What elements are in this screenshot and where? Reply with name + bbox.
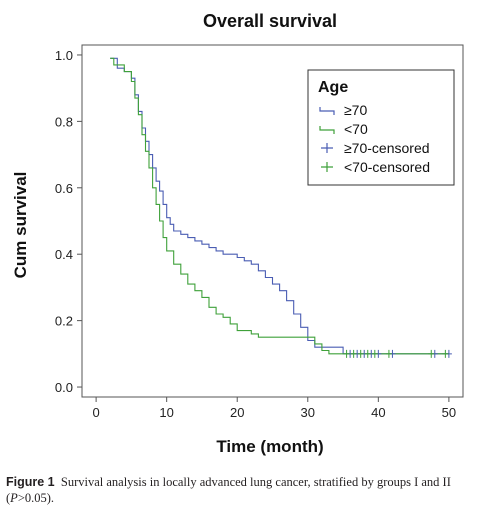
- y-axis-label: Cum survival: [11, 172, 30, 279]
- y-tick-label: 0.8: [55, 114, 73, 129]
- x-tick-label: 0: [92, 405, 99, 420]
- y-tick-label: 0.6: [55, 181, 73, 196]
- figure-caption: Figure 1 Survival analysis in locally ad…: [6, 474, 476, 506]
- plot-frame: [81, 44, 464, 398]
- legend-censor-swatch: [321, 143, 333, 153]
- legend-box: [307, 69, 455, 186]
- censor-mark: [350, 349, 357, 358]
- survival-curve: [110, 57, 449, 355]
- x-tick-label: 20: [230, 405, 244, 420]
- caption-text: Survival analysis in locally advanced lu…: [6, 475, 451, 505]
- x-tick-label: 50: [442, 405, 456, 420]
- legend-entry-label: <70: [344, 121, 368, 137]
- legend-entry-label: ≥70-censored: [344, 140, 430, 156]
- survival-curve: [110, 57, 449, 355]
- x-tick-label: 30: [301, 405, 315, 420]
- censor-mark: [343, 349, 350, 358]
- censor-mark: [357, 349, 364, 358]
- survival-curves: [110, 57, 449, 355]
- chart-title: Overall survival: [203, 11, 337, 31]
- legend-entry-label: <70-censored: [344, 159, 430, 175]
- survival-chart: Overall survival 0 10 20 30 40 50 0.0 0.2 0.4 0.6…: [11, 11, 464, 456]
- legend-censor-swatch: [321, 162, 333, 172]
- figure-label: Figure 1: [6, 475, 55, 489]
- x-tick-label: 40: [371, 405, 385, 420]
- legend-title: Age: [318, 79, 348, 96]
- y-tick-label: 0.0: [55, 380, 73, 395]
- legend-entry-label: ≥70: [344, 102, 367, 118]
- censor-mark: [371, 349, 378, 358]
- legend: Age ≥70 <70 ≥70-censored <70-censored: [307, 69, 455, 186]
- y-tick-label: 1.0: [55, 48, 73, 63]
- caption-p-text: >0.05).: [17, 491, 55, 505]
- censor-mark: [442, 349, 449, 358]
- censor-mark: [385, 349, 392, 358]
- axes: 0 10 20 30 40 50 0.0 0.2 0.4 0.6 0.8 1.0: [55, 48, 456, 420]
- caption-p-symbol: P: [10, 491, 18, 505]
- y-tick-label: 0.4: [55, 247, 73, 262]
- censor-mark: [364, 349, 371, 358]
- censor-marks: [343, 349, 452, 358]
- censor-mark: [428, 349, 435, 358]
- x-tick-label: 10: [159, 405, 173, 420]
- legend-line-swatch: [319, 126, 335, 134]
- y-tick-label: 0.2: [55, 314, 73, 329]
- x-axis-label: Time (month): [216, 437, 323, 456]
- legend-line-swatch: [319, 107, 335, 115]
